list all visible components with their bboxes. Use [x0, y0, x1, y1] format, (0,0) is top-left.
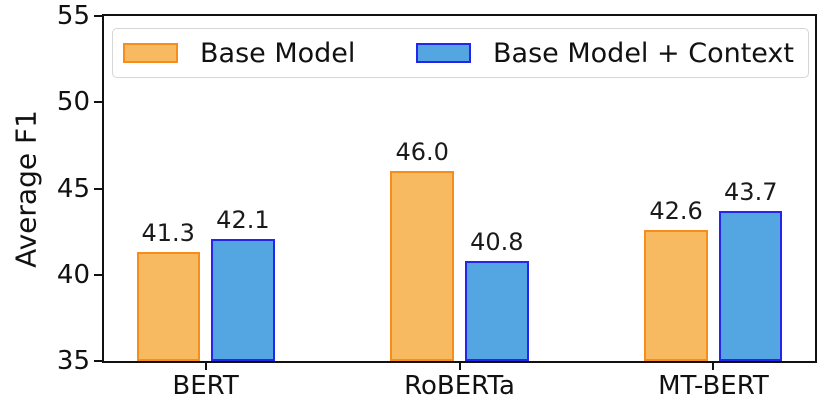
- x-tick-mark-mt-bert: [712, 363, 715, 370]
- y-tick-label-40: 40: [56, 259, 90, 290]
- legend-label-base-model-context: Base Model + Context: [493, 37, 794, 69]
- y-tick-mark-35: [94, 360, 102, 362]
- x-tick-mark-bert: [204, 363, 207, 370]
- bar-value-label-base-model-mt-bert: 42.6: [649, 196, 703, 225]
- x-tick-label-roberta: RoBERTa: [404, 371, 515, 401]
- y-tick-label-35: 35: [56, 346, 90, 376]
- y-tick-label-55: 55: [56, 1, 90, 31]
- legend-item-base-model-context: Base Model + Context: [416, 40, 794, 67]
- legend-item-base-model: Base Model: [123, 40, 355, 67]
- legend: Base Model Base Model + Context: [112, 28, 809, 78]
- bar-value-label-base-model-context-bert: 42.1: [216, 205, 270, 234]
- bar-base-model-roberta: [390, 171, 454, 361]
- x-tick-label-bert: BERT: [172, 371, 239, 401]
- bar-base-model-mt-bert: [644, 229, 708, 361]
- bar-value-label-base-model-bert: 41.3: [141, 219, 195, 248]
- y-tick-mark-40: [94, 273, 102, 276]
- legend-label-base-model: Base Model: [200, 37, 356, 69]
- legend-swatch-base-model: [123, 43, 178, 63]
- y-tick-label-45: 45: [56, 173, 90, 204]
- y-axis-label: Average F1: [9, 110, 43, 268]
- bar-value-label-base-model-context-mt-bert: 43.7: [724, 177, 778, 206]
- x-tick-label-mt-bert: MT-BERT: [658, 371, 769, 401]
- bar-value-label-base-model-context-roberta: 40.8: [470, 227, 524, 256]
- bar-base-model-context-bert: [211, 238, 275, 361]
- bar-base-model-bert: [136, 252, 200, 361]
- y-tick-mark-50: [94, 101, 102, 104]
- bar-base-model-context-mt-bert: [719, 210, 783, 361]
- bar-base-model-context-roberta: [465, 260, 529, 361]
- y-tick-mark-45: [94, 187, 102, 190]
- y-tick-mark-55: [94, 15, 102, 17]
- plot-area: Base Model Base Model + Context 35 40 45 50…: [57, 3, 817, 399]
- x-tick-mark-roberta: [458, 363, 461, 370]
- bar-value-label-base-model-roberta: 46.0: [395, 138, 449, 167]
- legend-swatch-base-model-context: [416, 43, 472, 63]
- y-tick-label-50: 50: [56, 87, 90, 118]
